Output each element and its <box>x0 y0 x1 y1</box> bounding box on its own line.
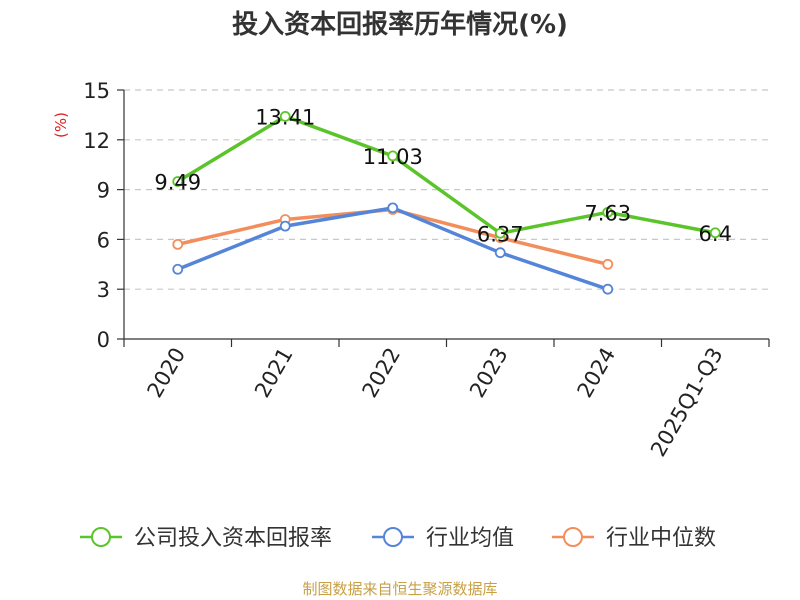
data-label: 7.63 <box>584 201 631 225</box>
data-point <box>602 258 614 270</box>
data-labels: 9.49 13.41 11.03 6.37 7.63 6.4 <box>154 105 732 246</box>
data-point <box>602 283 614 295</box>
data-point <box>279 220 291 232</box>
legend-label: 公司投入资本回报率 <box>134 526 332 551</box>
legend-swatch-marker <box>563 527 583 547</box>
data-label: 6.4 <box>699 222 732 246</box>
data-point <box>602 206 614 218</box>
source-note: 制图数据来自恒生聚源数据库 <box>302 580 497 598</box>
data-point <box>387 150 399 162</box>
y-tick-label: 3 <box>97 278 110 302</box>
y-tick-label: 12 <box>83 129 110 153</box>
data-point <box>494 227 506 239</box>
data-point <box>279 110 291 122</box>
legend-label: 行业中位数 <box>606 526 716 551</box>
x-tick-label: 2020 <box>143 344 191 402</box>
series-line-1 <box>176 114 717 236</box>
data-label: 9.49 <box>154 170 201 194</box>
data-point <box>172 238 184 250</box>
x-tick-label: 2023 <box>465 344 513 402</box>
series-line-3 <box>176 207 610 267</box>
x-tick-label: 2024 <box>573 344 621 402</box>
y-axis-unit: (%) <box>52 112 70 138</box>
legend: 公司投入资本回报率 行业均值 行业中位数 <box>80 526 716 551</box>
series-lines <box>172 110 721 295</box>
data-label: 11.03 <box>363 145 423 169</box>
data-point <box>494 247 506 259</box>
data-label: 6.37 <box>477 222 524 246</box>
y-tick-label: 15 <box>83 79 110 103</box>
legend-swatch-marker <box>383 527 403 547</box>
data-point <box>709 227 721 239</box>
legend-label: 行业均值 <box>426 526 514 551</box>
data-point <box>172 176 184 187</box>
axes: 0 3 6 9 12 15 2020 2021 2022 2023 2024 2025Q1-Q3 <box>83 79 770 461</box>
x-tick-label: 2025Q1-Q3 <box>646 344 728 461</box>
y-tick-label: 9 <box>97 179 110 203</box>
chart-title: 投入资本回报率历年情况(%) <box>232 9 568 40</box>
y-tick-label: 6 <box>97 228 110 252</box>
x-tick-label: 2021 <box>250 344 298 402</box>
legend-swatch-marker <box>91 527 111 547</box>
data-point <box>172 263 184 275</box>
gridlines <box>124 89 769 290</box>
x-tick-label: 2022 <box>358 344 406 402</box>
data-point <box>387 202 399 214</box>
y-tick-label: 0 <box>97 328 110 352</box>
data-label: 13.41 <box>255 105 315 129</box>
